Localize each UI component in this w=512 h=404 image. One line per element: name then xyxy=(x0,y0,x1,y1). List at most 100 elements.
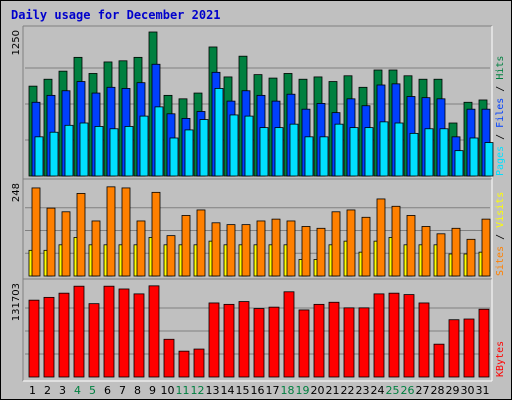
bar-sites-31 xyxy=(481,218,491,277)
legend-separator: / xyxy=(495,128,506,146)
bar-pages-3 xyxy=(64,124,74,177)
panel-visits_sites: 248 Sites / Visits xyxy=(11,178,506,281)
bar-pages-30 xyxy=(469,137,479,177)
bar-kbytes-10 xyxy=(163,338,175,378)
x-tick-13: 13 xyxy=(206,384,220,397)
bar-kbytes-22 xyxy=(343,307,355,378)
legend-files: Files xyxy=(495,98,506,128)
bar-kbytes-8 xyxy=(133,293,145,378)
x-tick-23: 23 xyxy=(356,384,370,397)
x-tick-5: 5 xyxy=(89,384,96,397)
bar-kbytes-16 xyxy=(253,308,265,378)
bar-sites-6 xyxy=(106,186,116,277)
bar-pages-4 xyxy=(79,122,89,177)
bar-pages-26 xyxy=(409,132,419,177)
x-tick-18: 18 xyxy=(281,384,295,397)
legend-hits: Hits xyxy=(495,56,506,80)
bar-pages-1 xyxy=(34,136,44,177)
bar-sites-11 xyxy=(181,215,191,277)
bar-sites-12 xyxy=(196,209,206,277)
bar-sites-9 xyxy=(151,191,161,277)
bar-sites-28 xyxy=(436,233,446,277)
legend-pages: Pages xyxy=(495,146,506,176)
bar-kbytes-26 xyxy=(403,294,415,378)
bar-pages-11 xyxy=(184,129,194,177)
bar-sites-19 xyxy=(301,226,311,277)
bar-pages-31 xyxy=(484,142,494,177)
bar-sites-24 xyxy=(376,198,386,277)
x-tick-27: 27 xyxy=(416,384,430,397)
x-tick-30: 30 xyxy=(461,384,475,397)
x-tick-28: 28 xyxy=(431,384,445,397)
panel-kbytes-legend: KBytes xyxy=(495,341,506,377)
bar-pages-23 xyxy=(364,127,374,177)
x-tick-29: 29 xyxy=(446,384,460,397)
legend-kbytes: KBytes xyxy=(495,341,506,377)
x-tick-26: 26 xyxy=(401,384,415,397)
bar-sites-15 xyxy=(241,224,251,277)
bar-kbytes-15 xyxy=(238,301,250,378)
bar-sites-14 xyxy=(226,224,236,277)
bar-pages-12 xyxy=(199,119,209,177)
bar-kbytes-14 xyxy=(223,303,235,378)
legend-separator: / xyxy=(495,80,506,98)
x-tick-22: 22 xyxy=(341,384,355,397)
bar-pages-5 xyxy=(94,126,104,177)
x-tick-9: 9 xyxy=(149,384,156,397)
bar-pages-8 xyxy=(139,115,149,177)
x-tick-15: 15 xyxy=(236,384,250,397)
bar-kbytes-30 xyxy=(463,318,475,378)
bar-pages-17 xyxy=(274,127,284,177)
bar-kbytes-11 xyxy=(178,350,190,378)
bar-kbytes-4 xyxy=(73,285,85,378)
panel-kbytes-max-label: 131703 xyxy=(11,283,22,321)
bar-sites-25 xyxy=(391,205,401,277)
bar-kbytes-7 xyxy=(118,288,130,378)
bar-pages-22 xyxy=(349,127,359,177)
bar-pages-28 xyxy=(439,128,449,177)
panel-hits_files_pages: 1250 Pages / Files / Hits xyxy=(11,25,506,181)
bar-kbytes-25 xyxy=(388,292,400,378)
legend-separator: / xyxy=(495,228,506,246)
panel-hits_files_pages-legend: Pages / Files / Hits xyxy=(495,56,506,176)
bar-pages-13 xyxy=(214,88,224,177)
x-tick-17: 17 xyxy=(266,384,280,397)
bar-pages-15 xyxy=(244,115,254,177)
x-tick-2: 2 xyxy=(44,384,51,397)
bar-kbytes-17 xyxy=(268,306,280,378)
bar-kbytes-13 xyxy=(208,302,220,378)
bar-kbytes-1 xyxy=(28,299,40,378)
x-tick-25: 25 xyxy=(386,384,400,397)
bar-sites-23 xyxy=(361,216,371,277)
bar-sites-21 xyxy=(331,211,341,277)
x-tick-20: 20 xyxy=(311,384,325,397)
bar-kbytes-29 xyxy=(448,319,460,378)
bar-sites-26 xyxy=(406,215,416,277)
bar-sites-20 xyxy=(316,227,326,277)
bar-pages-29 xyxy=(454,150,464,177)
bar-pages-21 xyxy=(334,123,344,177)
bar-pages-16 xyxy=(259,127,269,177)
x-tick-31: 31 xyxy=(476,384,490,397)
x-tick-4: 4 xyxy=(74,384,81,397)
x-tick-19: 19 xyxy=(296,384,310,397)
panel-kbytes-legend-text: KBytes xyxy=(495,341,506,377)
bar-kbytes-31 xyxy=(478,308,490,378)
bar-sites-1 xyxy=(31,187,41,277)
bar-kbytes-21 xyxy=(328,301,340,378)
bar-kbytes-18 xyxy=(283,291,295,378)
x-tick-21: 21 xyxy=(326,384,340,397)
bar-kbytes-2 xyxy=(43,296,55,378)
bar-kbytes-3 xyxy=(58,292,70,378)
bar-sites-22 xyxy=(346,209,356,277)
bar-sites-5 xyxy=(91,220,101,277)
bar-sites-27 xyxy=(421,226,431,277)
bar-sites-18 xyxy=(286,220,296,277)
bar-kbytes-28 xyxy=(433,343,445,378)
x-tick-8: 8 xyxy=(134,384,141,397)
x-tick-7: 7 xyxy=(119,384,126,397)
bar-pages-27 xyxy=(424,128,434,177)
bar-pages-25 xyxy=(394,122,404,177)
bar-kbytes-19 xyxy=(298,309,310,378)
